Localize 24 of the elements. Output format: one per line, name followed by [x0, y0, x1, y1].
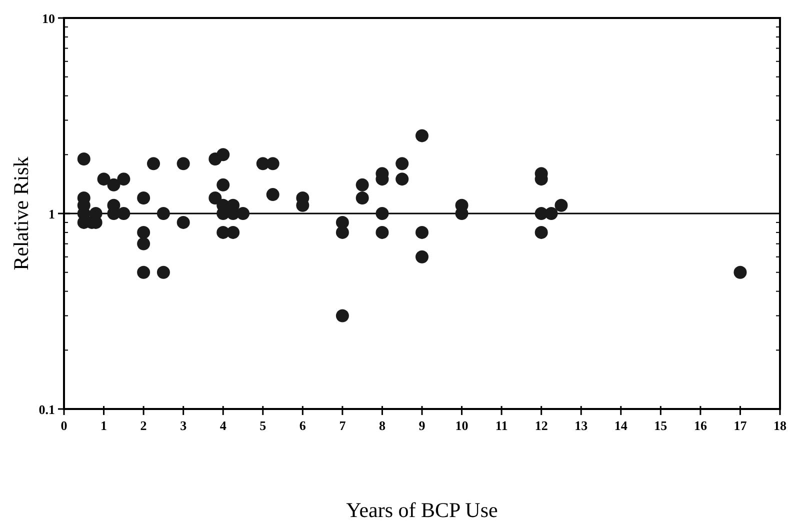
x-tick-label: 11	[495, 418, 508, 433]
x-tick-label: 17	[734, 418, 748, 433]
y-axis-title: Relative Risk	[9, 156, 33, 270]
x-tick-label: 6	[299, 418, 306, 433]
y-tick-label: 0.1	[38, 402, 55, 417]
y-tick-label: 10	[42, 11, 55, 26]
y-tick-label: 1	[48, 206, 55, 222]
x-tick-label: 9	[418, 418, 426, 433]
x-tick-label: 3	[180, 418, 188, 433]
x-tick-label: 18	[774, 418, 787, 433]
x-tick-label: 13	[574, 418, 588, 433]
x-tick-label: 5	[260, 418, 267, 433]
x-tick-label: 8	[378, 418, 386, 433]
x-tick-label: 12	[534, 418, 548, 433]
x-tick-label: 10	[455, 418, 468, 433]
x-tick-label: 4	[220, 418, 227, 433]
x-tick-label: 16	[694, 418, 708, 433]
x-tick-label: 1	[100, 418, 108, 433]
x-tick-label: 14	[614, 418, 628, 433]
x-tick-label: 7	[339, 418, 346, 433]
x-tick-label: 2	[140, 418, 147, 433]
x-axis-title: Years of BCP Use	[346, 498, 498, 522]
x-tick-label: 15	[654, 418, 668, 433]
x-tick-label: 0	[60, 418, 68, 433]
